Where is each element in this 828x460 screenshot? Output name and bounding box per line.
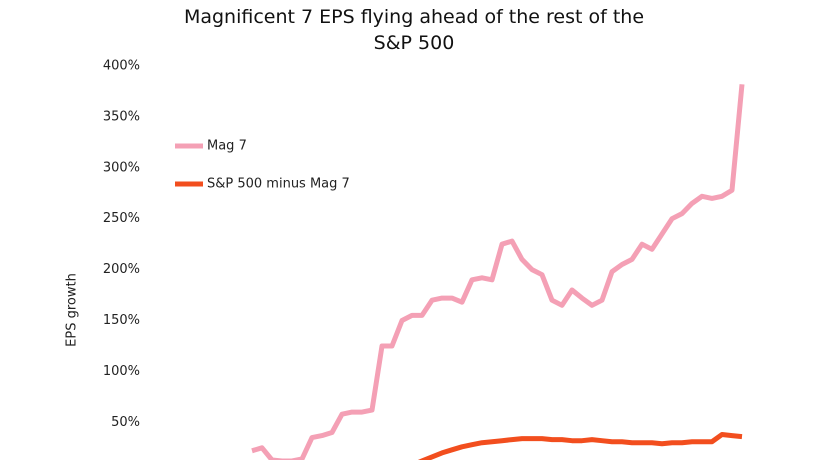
- y-tick-label: 50%: [111, 415, 140, 430]
- y-tick-label: 300%: [103, 160, 140, 175]
- y-tick-label: 250%: [103, 211, 140, 226]
- y-tick-label: 100%: [103, 364, 140, 379]
- series-line: [417, 432, 743, 460]
- chart-title: Magnificent 7 EPS flying ahead of the re…: [183, 6, 645, 54]
- y-tick-label: 400%: [103, 59, 140, 74]
- y-tick-label: 200%: [103, 262, 140, 277]
- y-tick-label: 150%: [103, 313, 140, 328]
- y-axis-label: EPS growth: [65, 273, 80, 347]
- y-tick-label: 350%: [103, 109, 140, 124]
- legend-label: Mag 7: [207, 139, 247, 154]
- legend-label: S&P 500 minus Mag 7: [207, 177, 350, 192]
- series-line: [251, 84, 745, 460]
